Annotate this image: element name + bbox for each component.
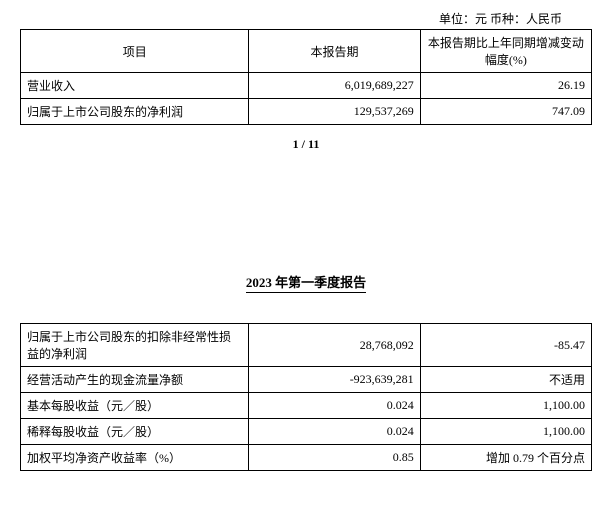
row-item: 营业收入 [21, 73, 249, 99]
row-change: 1,100.00 [420, 419, 591, 445]
report-title-wrap: 2023 年第一季度报告 [20, 272, 592, 293]
page-number: 1 / 11 [20, 137, 592, 152]
table-header-row: 项目 本报告期 本报告期比上年同期增减变动幅度(%) [21, 30, 592, 73]
header-change: 本报告期比上年同期增减变动幅度(%) [420, 30, 591, 73]
row-value: 0.024 [249, 393, 420, 419]
row-value: -923,639,281 [249, 367, 420, 393]
row-item: 归属于上市公司股东的净利润 [21, 99, 249, 125]
report-title: 2023 年第一季度报告 [246, 272, 366, 293]
row-change: -85.47 [420, 324, 591, 367]
row-value: 0.85 [249, 445, 420, 471]
row-item: 稀释每股收益（元／股） [21, 419, 249, 445]
row-change: 不适用 [420, 367, 591, 393]
row-value: 6,019,689,227 [249, 73, 420, 99]
table-row: 经营活动产生的现金流量净额 -923,639,281 不适用 [21, 367, 592, 393]
financial-table-2: 归属于上市公司股东的扣除非经常性损益的净利润 28,768,092 -85.47… [20, 323, 592, 471]
row-item: 经营活动产生的现金流量净额 [21, 367, 249, 393]
table-row: 稀释每股收益（元／股） 0.024 1,100.00 [21, 419, 592, 445]
row-value: 0.024 [249, 419, 420, 445]
table-row: 基本每股收益（元／股） 0.024 1,100.00 [21, 393, 592, 419]
row-item: 归属于上市公司股东的扣除非经常性损益的净利润 [21, 324, 249, 367]
row-change: 747.09 [420, 99, 591, 125]
row-item: 加权平均净资产收益率（%） [21, 445, 249, 471]
row-value: 129,537,269 [249, 99, 420, 125]
row-item: 基本每股收益（元／股） [21, 393, 249, 419]
table-row: 加权平均净资产收益率（%） 0.85 增加 0.79 个百分点 [21, 445, 592, 471]
row-change: 增加 0.79 个百分点 [420, 445, 591, 471]
financial-table-1: 项目 本报告期 本报告期比上年同期增减变动幅度(%) 营业收入 6,019,68… [20, 29, 592, 125]
row-change: 26.19 [420, 73, 591, 99]
table-row: 归属于上市公司股东的扣除非经常性损益的净利润 28,768,092 -85.47 [21, 324, 592, 367]
page-gap [20, 152, 592, 272]
unit-currency-line: 单位：元 币种：人民币 [20, 10, 592, 27]
header-item: 项目 [21, 30, 249, 73]
row-value: 28,768,092 [249, 324, 420, 367]
row-change: 1,100.00 [420, 393, 591, 419]
table-row: 归属于上市公司股东的净利润 129,537,269 747.09 [21, 99, 592, 125]
table-row: 营业收入 6,019,689,227 26.19 [21, 73, 592, 99]
header-period: 本报告期 [249, 30, 420, 73]
